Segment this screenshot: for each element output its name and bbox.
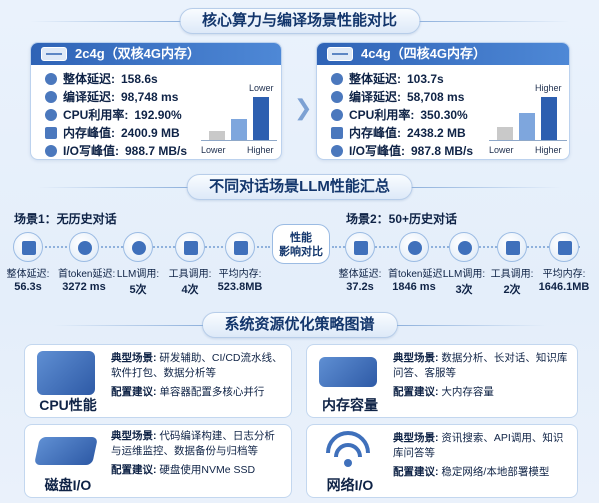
chart-low-label: Lower — [201, 145, 226, 155]
monitor-icon — [225, 232, 255, 262]
bar-3 — [253, 97, 269, 141]
chevron-right-icon: ❯ — [294, 95, 313, 120]
bar-2 — [519, 113, 535, 141]
s1-first-token: 首token延迟: 3272 ms — [58, 232, 115, 293]
refresh-icon — [331, 145, 343, 157]
scenario2-label: 场景2：50+历史对话 — [346, 212, 458, 226]
bar-1 — [497, 127, 513, 141]
s1-llm-calls: LLM调用: 5次 — [112, 232, 164, 297]
chart-high-label: Higher — [535, 145, 562, 155]
card-2c4g: 2c4g（双核4G内存） 整体延迟: 158.6s 编译延迟: 98,748 ms … — [30, 42, 282, 160]
clock-icon — [331, 73, 343, 85]
resource-memory: 内存容量 典型场景: 数据分析、长对话、知识库问答、客服等 配置建议: 大内存容… — [306, 344, 578, 418]
resource-name: 网络I/O — [326, 477, 374, 493]
resource-name: 内存容量 — [322, 397, 378, 413]
bar-2 — [231, 119, 247, 141]
section-title-compute: 核心算力与编译场景性能对比 — [29, 8, 570, 34]
metric-overall-latency: 整体延迟: 158.6s — [45, 71, 158, 87]
metric-compile-latency: 编译延迟: 98,748 ms — [45, 89, 178, 105]
s1-tool-calls: 工具调用: 4次 — [164, 232, 216, 297]
chart-top-label: Lower — [249, 83, 274, 93]
scenario1-label: 场景1：无历史对话 — [14, 212, 117, 226]
resource-network-io: 网络I/O 典型场景: 资讯搜索、API调用、知识库问答等 配置建议: 稳定网络… — [306, 424, 578, 498]
metric-io-write-peak: I/O写峰值: 987.8 MB/s — [331, 143, 473, 159]
cpu-icon — [331, 109, 343, 121]
ssd-drive-icon — [34, 437, 98, 465]
metric-memory-peak: 内存峰值: 2438.2 MB — [331, 125, 466, 141]
s2-llm-calls: LLM调用: 3次 — [438, 232, 490, 297]
bar-1 — [209, 131, 225, 141]
server-icon — [327, 47, 353, 61]
metric-io-write-peak: I/O写峰值: 988.7 MB/s — [45, 143, 187, 159]
s2-overall-latency: 整体延迟: 37.2s — [334, 232, 386, 293]
metric-cpu-usage: CPU利用率: 192.90% — [45, 107, 182, 123]
card-header-2c4g: 2c4g（双核4G内存） — [31, 43, 281, 65]
resource-name: 磁盘I/O — [44, 477, 92, 493]
cpu-chip-icon — [37, 351, 95, 395]
mini-bar-chart: Lower Lower Higher — [201, 83, 277, 155]
flag-icon — [345, 232, 375, 262]
metric-compile-latency: 编译延迟: 58,708 ms — [331, 89, 464, 105]
card-header-4c4g: 4c4g（四核4G内存） — [317, 43, 569, 65]
memory-icon — [331, 127, 343, 139]
card-title: 4c4g（四核4G内存） — [361, 46, 486, 61]
gauge-icon — [399, 232, 429, 262]
gauge-icon — [331, 91, 343, 103]
metric-overall-latency: 整体延迟: 103.7s — [331, 71, 444, 87]
chart-top-label: Higher — [535, 83, 562, 93]
section-title-llm: 不同对话场景LLM性能汇总 — [37, 174, 562, 200]
clock-icon — [45, 73, 57, 85]
chat-icon — [123, 232, 153, 262]
chat-icon — [449, 232, 479, 262]
wifi-network-icon — [319, 431, 377, 475]
performance-impact-badge: 性能 影响对比 — [272, 224, 330, 264]
resource-cpu: CPU性能 典型场景: 研发辅助、CI/CD流水线、软件打包、数据分析等 配置建… — [24, 344, 292, 418]
s1-avg-memory: 平均内存: 523.8MB — [214, 232, 266, 293]
monitor-icon — [549, 232, 579, 262]
chart-high-label: Higher — [247, 145, 274, 155]
gauge-icon — [69, 232, 99, 262]
gauge-icon — [45, 91, 57, 103]
resource-name: CPU性能 — [39, 397, 97, 413]
chart-axis — [489, 140, 567, 141]
card-title: 2c4g（双核4G内存） — [75, 46, 200, 61]
metric-memory-peak: 内存峰值: 2400.9 MB — [45, 125, 180, 141]
memory-icon — [45, 127, 57, 139]
s1-overall-latency: 整体延迟: 56.3s — [2, 232, 54, 293]
cpu-icon — [45, 109, 57, 121]
toolbox-icon — [175, 232, 205, 262]
chart-low-label: Lower — [489, 145, 514, 155]
refresh-icon — [45, 145, 57, 157]
server-icon — [41, 47, 67, 61]
toolbox-icon — [497, 232, 527, 262]
flag-icon — [13, 232, 43, 262]
bar-3 — [541, 97, 557, 141]
section-title-resources: 系统资源优化策略图谱 — [52, 312, 547, 338]
memory-stick-icon — [319, 357, 377, 387]
chart-axis — [201, 140, 277, 141]
resource-disk-io: 磁盘I/O 典型场景: 代码编译构建、日志分析与运维监控、数据备份与归档等 配置… — [24, 424, 292, 498]
metric-cpu-usage: CPU利用率: 350.30% — [331, 107, 468, 123]
mini-bar-chart: Higher Lower Higher — [489, 83, 567, 155]
s2-avg-memory: 平均内存: 1646.1MB — [538, 232, 590, 293]
card-4c4g: 4c4g（四核4G内存） 整体延迟: 103.7s 编译延迟: 58,708 ms … — [316, 42, 570, 160]
s2-first-token: 首token延迟: 1846 ms — [388, 232, 445, 293]
s2-tool-calls: 工具调用: 2次 — [486, 232, 538, 297]
